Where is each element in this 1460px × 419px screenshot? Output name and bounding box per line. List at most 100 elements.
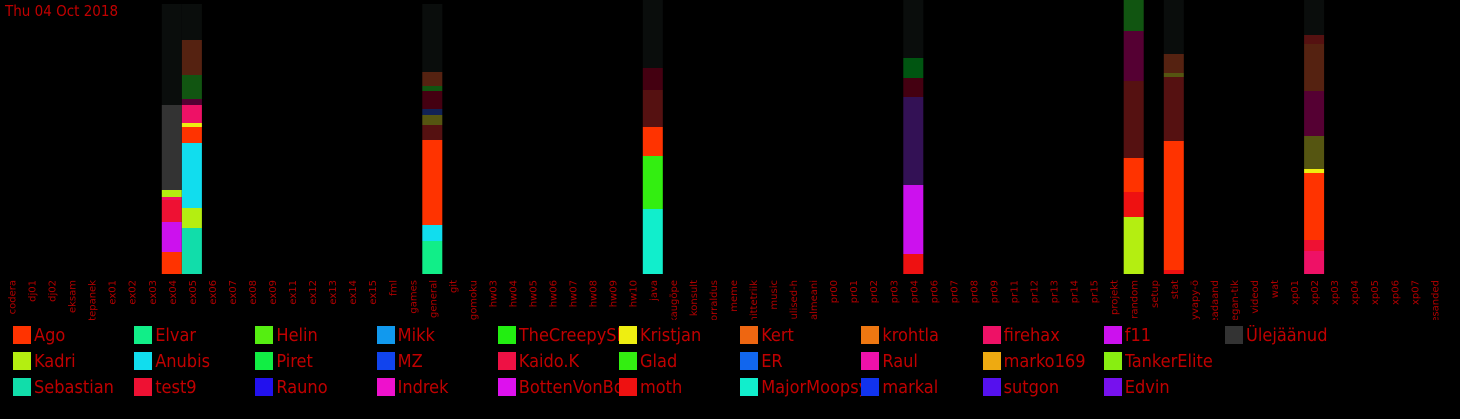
legend-item: test9 (134, 376, 197, 398)
legend-swatch (13, 352, 31, 370)
x-tick-label: hw06 (549, 280, 560, 307)
bar-segment-dark-red2 (903, 78, 924, 97)
legend-item: TankerElite (1103, 350, 1213, 372)
legend-item: Piret (255, 350, 313, 372)
bar-segment-firehax (1304, 251, 1325, 274)
bar-segment-f11 (161, 222, 182, 252)
legend-swatch (497, 352, 516, 370)
x-tick-label: ex06 (208, 280, 219, 305)
x-tick-label: stat (1170, 280, 1181, 299)
bar-segment-dark-brown (422, 72, 443, 86)
legend-swatch (740, 378, 759, 396)
x-tick-label: ex15 (368, 280, 379, 305)
bar-stat (1163, 0, 1184, 274)
bar-segment-dark-red (1123, 81, 1144, 158)
x-tick-label: teadaand (1210, 280, 1221, 320)
x-tick-label: dj01 (28, 280, 39, 302)
x-tick-label: java (649, 280, 660, 302)
bar-segment-dark-magenta (1304, 91, 1325, 136)
x-tick-label: kaugõpe (669, 280, 680, 320)
legend-swatch (1225, 326, 1243, 344)
x-tick-label: pr11 (1010, 280, 1021, 303)
x-tick-label: pr00 (829, 280, 840, 303)
x-tick-label: ülesanded (1430, 280, 1441, 320)
bar-segment-ago (161, 252, 182, 274)
bar-segment-dark-green (1123, 0, 1144, 31)
chart-legend: Ago Kadri Sebastian Elvar Anubis test9 Helin Pi… (13, 322, 1453, 417)
x-tick-label: ex07 (228, 280, 239, 305)
x-tick-label: games (408, 280, 419, 314)
x-tick-label: music (769, 280, 780, 310)
x-tick-labels: codera dj01 dj02 eksam ettepanek ex01 ex02 ex03… (8, 280, 1442, 320)
legend-label: Raul (882, 350, 918, 372)
x-tick-label: ex03 (148, 280, 159, 305)
bar-ex05 (181, 4, 202, 274)
x-tick-label: hw09 (609, 280, 620, 307)
bar-segment-remainder (642, 0, 663, 68)
x-tick-label: palmeani (809, 280, 820, 320)
x-tick-label: ex12 (308, 280, 319, 305)
legend-swatch (497, 378, 516, 396)
x-tick-label: pr01 (849, 280, 860, 303)
legend-label: Ülejäänud (1246, 324, 1328, 346)
bar-segment-dark-green2 (903, 58, 924, 78)
bar-segment-dark-red2 (422, 91, 443, 109)
legend-swatch (13, 326, 31, 344)
legend-swatch (619, 378, 637, 396)
legend-swatch (1103, 378, 1122, 396)
bar-segment-kristjan (1304, 169, 1325, 173)
legend-swatch (1103, 326, 1122, 344)
legend-swatch (134, 352, 153, 370)
bar-segment-dark-green (181, 75, 202, 99)
bar-java (642, 0, 663, 274)
legend-label: firehax (1003, 324, 1060, 346)
legend-item: Sebastian (13, 376, 114, 398)
x-tick-label: pr13 (1050, 280, 1061, 303)
x-tick-label: xp04 (1350, 280, 1361, 305)
bar-segment-dark-red (642, 90, 663, 127)
legend-item: markal (861, 376, 938, 398)
x-tick-label: pr07 (949, 280, 960, 303)
legend-label: Indrek (397, 376, 449, 398)
legend-swatch (861, 352, 880, 370)
legend-item: ER (740, 350, 783, 372)
bar-segment-dark-purple (903, 97, 924, 185)
x-tick-label: wat (1270, 280, 1281, 298)
x-tick-label: pr14 (1070, 280, 1081, 303)
legend-swatch (619, 352, 637, 370)
x-tick-label: olulised-h (789, 280, 800, 320)
legend-label: moth (640, 376, 683, 398)
x-tick-label: pr06 (929, 280, 940, 303)
legend-label: Rauno (276, 376, 328, 398)
x-tick-label: ex13 (328, 280, 339, 305)
legend-swatch (861, 326, 880, 344)
legend-item: moth (619, 376, 682, 398)
bar-segment-remainder (422, 4, 443, 72)
legend-swatch (255, 352, 274, 370)
legend-swatch (376, 326, 395, 344)
legend-label: Mikk (397, 324, 435, 346)
bar-segment-ago (642, 127, 663, 156)
legend-swatch (740, 326, 759, 344)
legend-label: markal (882, 376, 939, 398)
legend-label: Edvin (1124, 376, 1170, 398)
legend-item: Indrek (376, 376, 449, 398)
bar-segment-dark-brown (1163, 54, 1184, 73)
legend-label: Kert (761, 324, 794, 346)
legend-item: Kristjan (619, 324, 701, 346)
x-tick-label: ex05 (188, 280, 199, 305)
bar-segment-remainder (1304, 0, 1325, 35)
x-tick-label: xp06 (1390, 280, 1401, 305)
bar-segment-remainder (1163, 0, 1184, 54)
x-tick-label: korraldus (709, 280, 720, 320)
date-label: Thu 04 Oct 2018 (5, 2, 119, 20)
x-tick-label: gomoku (468, 280, 479, 320)
bar-segment-anubis (181, 143, 202, 208)
legend-item: Mikk (376, 324, 435, 346)
x-tick-label: ex01 (108, 280, 119, 305)
x-tick-label: eksam (68, 280, 79, 313)
legend-label: krohtla (882, 324, 939, 346)
x-tick-label: ex11 (288, 280, 299, 305)
legend-label: MajorMoopsy (761, 376, 862, 398)
bar-segment-moth (903, 254, 924, 274)
